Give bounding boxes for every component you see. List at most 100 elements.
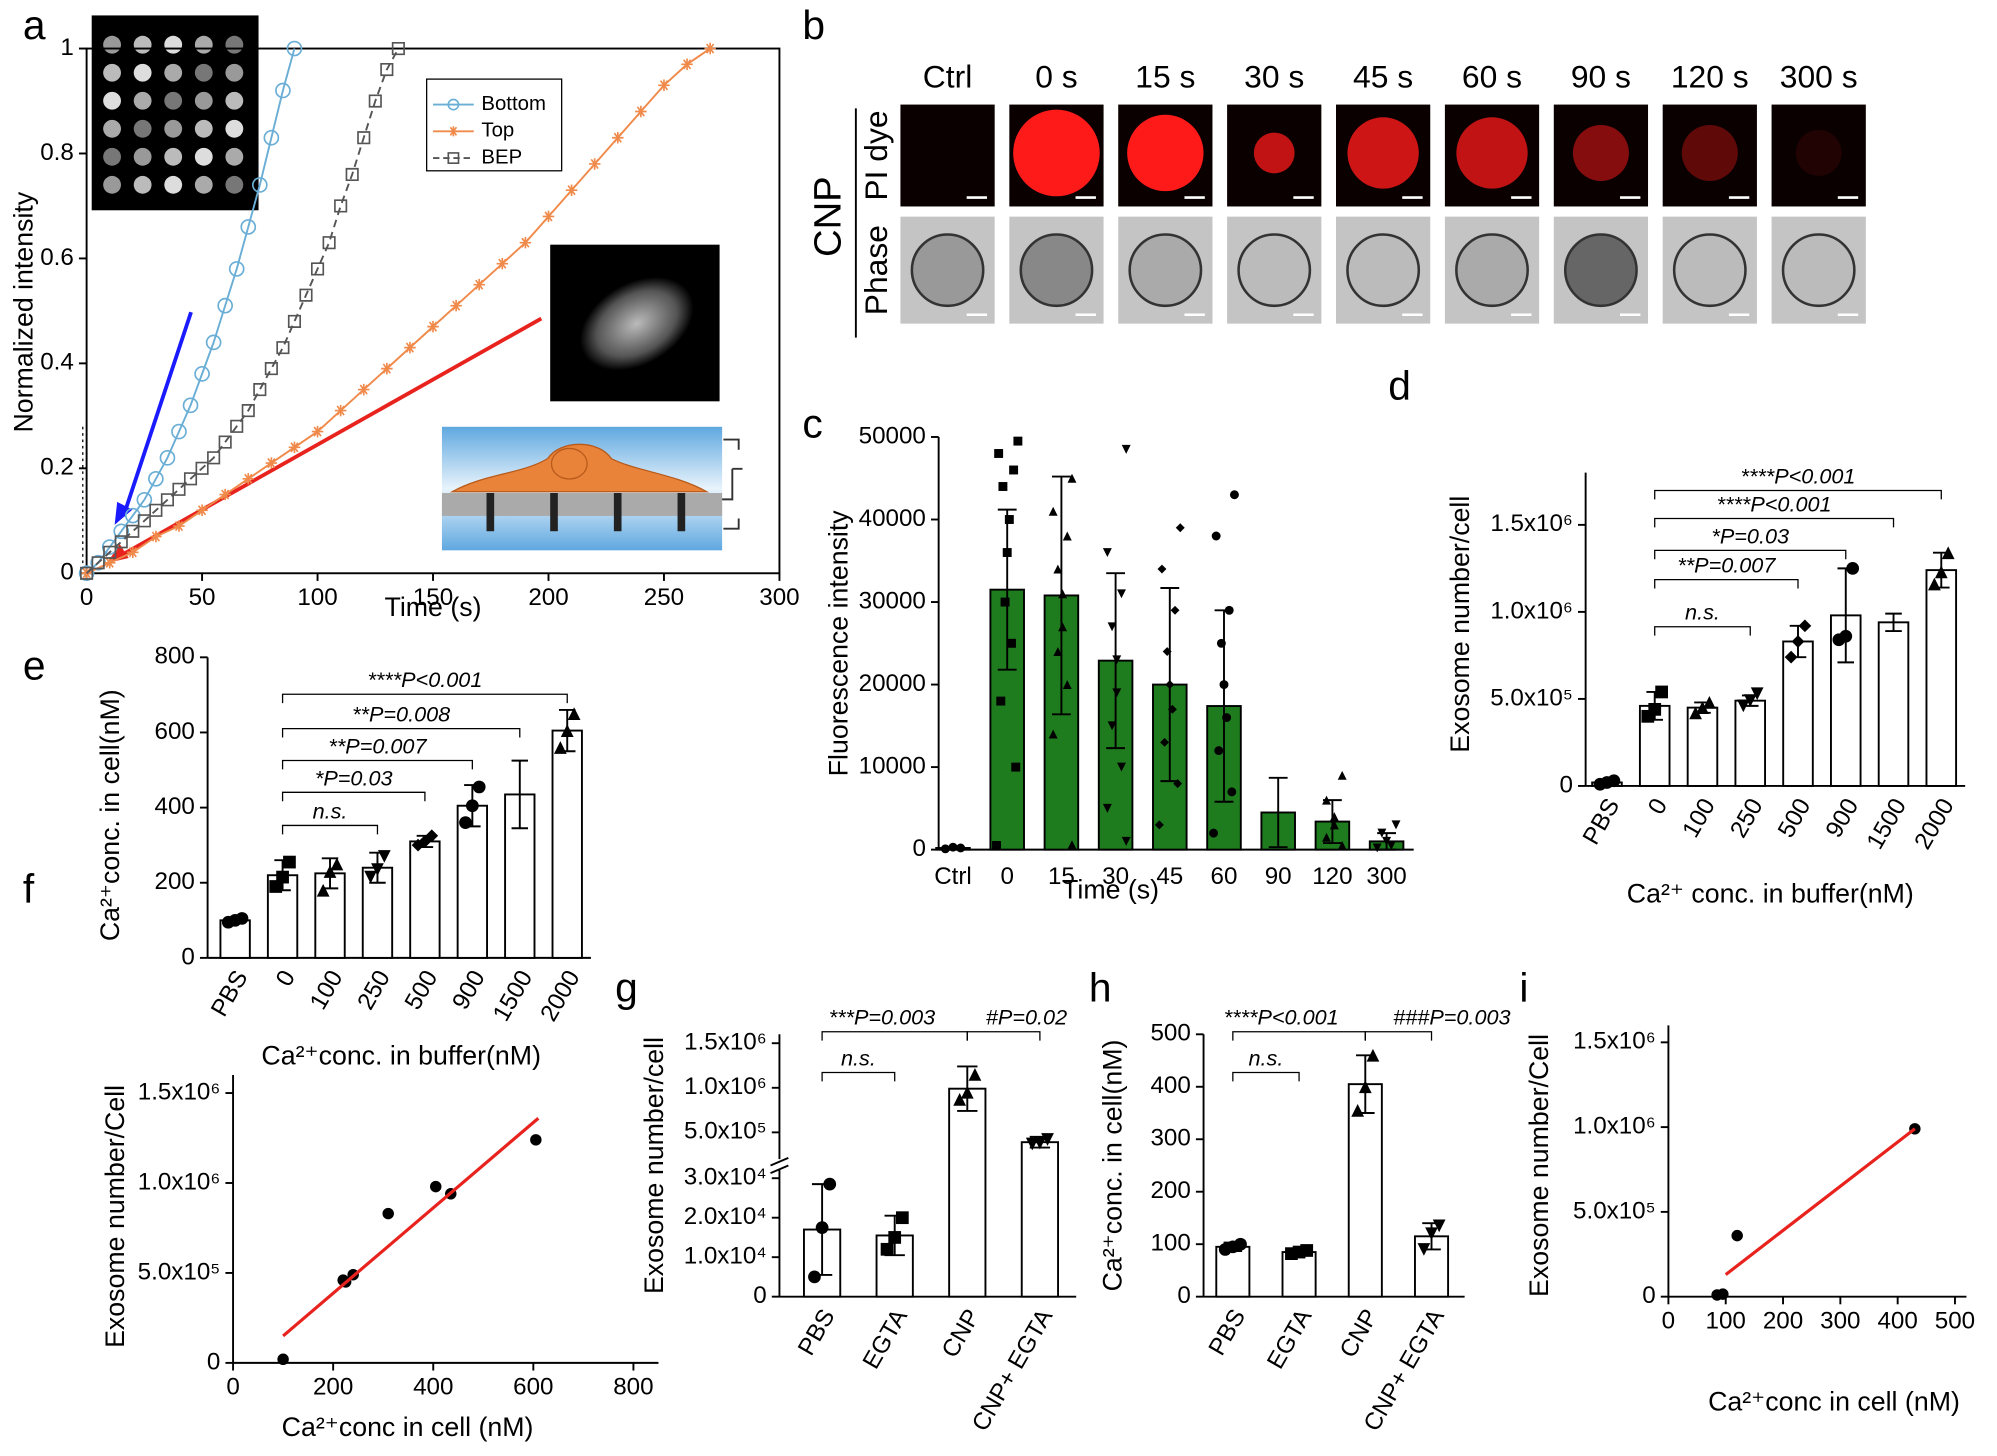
data-point — [1329, 820, 1339, 830]
pi-signal — [1013, 109, 1100, 197]
data-point — [1267, 779, 1277, 789]
panel-letter: e — [23, 643, 46, 689]
y-tick-label: 100 — [1150, 1230, 1190, 1257]
data-point — [956, 843, 966, 853]
significance-label: **P=0.008 — [352, 702, 450, 727]
point-marker — [126, 524, 140, 538]
significance-bracket — [1232, 1031, 1366, 1041]
x-tick-label: CNP — [937, 1305, 986, 1363]
significance-label: ****P<0.001 — [1224, 1005, 1339, 1030]
x-tick-label: 45 — [1156, 863, 1183, 890]
data-point — [1731, 1229, 1743, 1242]
data-point — [996, 696, 1006, 706]
y-tick-label: 400 — [155, 793, 195, 820]
data-point — [1062, 680, 1072, 690]
data-point — [1655, 685, 1668, 699]
y-tick-label: 50000 — [859, 422, 926, 449]
y-tick-label: 0.8 — [40, 139, 74, 166]
point-marker — [173, 520, 185, 532]
y-tick-label: 0 — [1559, 771, 1572, 798]
significance-bracket — [821, 1071, 896, 1082]
point-marker — [251, 177, 268, 193]
point-marker — [286, 40, 303, 57]
data-point — [1736, 699, 1750, 713]
significance-label: *P=0.03 — [315, 765, 393, 790]
inset-spot — [194, 35, 213, 54]
significance-bracket — [1364, 1031, 1433, 1041]
data-point — [1229, 490, 1239, 500]
data-point — [948, 842, 958, 852]
column-header: Ctrl — [923, 59, 973, 95]
x-tick-label: CNP — [1335, 1305, 1384, 1363]
data-point — [888, 1231, 902, 1244]
x-tick-label: Ctrl — [934, 863, 972, 890]
inset-spot — [133, 63, 152, 82]
data-point — [430, 1180, 442, 1193]
point-marker — [205, 334, 222, 351]
significance-label: ***P=0.003 — [829, 1005, 936, 1030]
pi-image — [1662, 104, 1757, 207]
data-point — [1696, 701, 1709, 714]
significance-label: ****P<0.001 — [1741, 463, 1856, 488]
data-point — [1717, 1288, 1729, 1300]
data-point — [1112, 655, 1122, 665]
bar — [551, 729, 583, 959]
x-tick-label: 250 — [352, 966, 396, 1014]
y-tick-label: 0 — [753, 1282, 766, 1309]
point-marker — [380, 62, 394, 77]
data-point — [1275, 795, 1285, 805]
data-point — [221, 915, 235, 929]
data-point — [1002, 548, 1012, 557]
x-tick-label: 200 — [1763, 1308, 1803, 1335]
y-tick-label: 10000 — [859, 752, 926, 779]
y-tick-label: 40000 — [859, 505, 926, 532]
bar — [1877, 621, 1910, 787]
data-point — [371, 863, 384, 876]
legend-label: Top — [481, 120, 514, 142]
significance-bracket — [281, 728, 521, 738]
column-header: 300 s — [1780, 59, 1858, 95]
y-tick-label: 5.0x10⁵ — [1490, 684, 1573, 711]
y-tick-label: 1.5x10⁶ — [684, 1029, 767, 1056]
x-tick-label: 15 — [1048, 863, 1075, 890]
point-marker — [473, 278, 485, 291]
x-axis-title: Time (s) — [1062, 875, 1159, 905]
data-point — [1107, 721, 1117, 731]
data-point — [1358, 1080, 1372, 1094]
series-line — [85, 48, 296, 574]
x-tick-label: 600 — [513, 1374, 553, 1401]
axis-break — [770, 1156, 789, 1175]
x-tick-label: PBS — [1204, 1305, 1252, 1360]
point-marker — [80, 567, 93, 579]
point-marker — [228, 261, 245, 277]
y-tick-label: 200 — [155, 868, 195, 895]
data-point — [998, 482, 1008, 491]
data-point — [1211, 531, 1221, 541]
x-tick-label: PBS — [793, 1305, 841, 1360]
data-point — [1219, 680, 1229, 690]
x-tick-label: 100 — [305, 966, 349, 1014]
point-marker — [519, 236, 532, 249]
data-point — [1322, 795, 1331, 805]
phase-cell — [1563, 233, 1638, 308]
point-marker — [194, 366, 210, 382]
bar — [456, 804, 489, 959]
data-point — [1121, 444, 1131, 454]
phase-cell — [1237, 233, 1312, 308]
point-marker — [612, 132, 624, 144]
point-marker — [427, 320, 439, 333]
inset-spot — [194, 147, 213, 166]
point-marker — [218, 435, 232, 449]
point-marker — [681, 58, 693, 71]
group-label: CNP — [806, 176, 849, 257]
column-header: 0 s — [1035, 59, 1077, 95]
legend-marker — [447, 98, 460, 111]
point-marker — [217, 297, 234, 314]
y-tick-label: 5.0x10⁵ — [684, 1118, 767, 1145]
data-point — [1067, 840, 1077, 850]
phase-cell — [1781, 233, 1856, 308]
point-marker — [149, 503, 163, 517]
point-marker — [588, 158, 601, 170]
point-marker — [148, 470, 164, 487]
